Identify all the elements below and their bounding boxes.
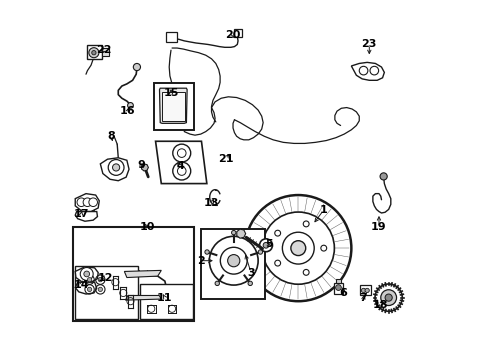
- Circle shape: [379, 173, 386, 180]
- Circle shape: [247, 281, 252, 285]
- Circle shape: [335, 285, 341, 291]
- Circle shape: [220, 247, 246, 274]
- Text: 23: 23: [361, 40, 376, 49]
- Circle shape: [127, 103, 133, 108]
- Polygon shape: [75, 282, 97, 294]
- Circle shape: [374, 284, 402, 311]
- Circle shape: [361, 288, 365, 293]
- Circle shape: [215, 281, 219, 285]
- Circle shape: [87, 287, 92, 292]
- Circle shape: [98, 287, 102, 292]
- Polygon shape: [100, 158, 129, 181]
- Text: 16: 16: [120, 106, 136, 116]
- Circle shape: [303, 269, 308, 275]
- Polygon shape: [102, 48, 109, 55]
- Circle shape: [303, 221, 308, 227]
- Circle shape: [92, 50, 96, 55]
- Text: 13: 13: [203, 198, 219, 208]
- Circle shape: [290, 241, 305, 256]
- Circle shape: [87, 278, 92, 282]
- Circle shape: [112, 164, 120, 171]
- Circle shape: [259, 239, 272, 252]
- Polygon shape: [75, 194, 99, 212]
- Circle shape: [108, 159, 124, 175]
- Circle shape: [320, 245, 326, 251]
- Text: 5: 5: [264, 239, 272, 249]
- Circle shape: [384, 294, 391, 301]
- Polygon shape: [125, 296, 161, 300]
- Text: 8: 8: [107, 131, 115, 141]
- Polygon shape: [333, 283, 342, 294]
- Text: 4: 4: [176, 161, 183, 171]
- Polygon shape: [159, 88, 187, 123]
- Polygon shape: [234, 30, 241, 37]
- Text: 6: 6: [339, 288, 346, 298]
- Text: 17: 17: [73, 209, 89, 219]
- Text: 2: 2: [197, 256, 204, 266]
- Circle shape: [263, 242, 268, 248]
- Bar: [73, 226, 194, 320]
- Bar: [154, 83, 193, 130]
- Circle shape: [364, 288, 368, 293]
- Text: 21: 21: [218, 154, 233, 164]
- Text: 3: 3: [246, 267, 254, 278]
- Text: 7: 7: [359, 293, 366, 303]
- Text: 18: 18: [371, 300, 387, 310]
- Bar: [201, 229, 265, 299]
- Text: 20: 20: [225, 30, 240, 40]
- Polygon shape: [236, 229, 245, 238]
- Polygon shape: [75, 267, 98, 282]
- Circle shape: [258, 250, 262, 254]
- Circle shape: [83, 271, 89, 277]
- Circle shape: [204, 250, 209, 254]
- Polygon shape: [165, 32, 177, 42]
- Text: 14: 14: [73, 280, 89, 290]
- Text: 19: 19: [370, 222, 386, 232]
- Polygon shape: [75, 212, 97, 221]
- Circle shape: [380, 290, 396, 306]
- Text: 10: 10: [139, 222, 154, 232]
- Circle shape: [89, 198, 97, 207]
- Polygon shape: [124, 270, 161, 278]
- Circle shape: [274, 260, 280, 266]
- Polygon shape: [359, 285, 370, 296]
- Circle shape: [227, 255, 239, 267]
- Circle shape: [209, 236, 258, 285]
- Circle shape: [274, 230, 280, 236]
- Text: 22: 22: [96, 45, 111, 55]
- Text: 1: 1: [319, 206, 326, 216]
- Circle shape: [369, 66, 378, 75]
- Bar: [140, 284, 192, 319]
- Circle shape: [77, 198, 85, 207]
- Circle shape: [83, 198, 92, 207]
- Text: 12: 12: [98, 273, 113, 283]
- Text: 11: 11: [157, 293, 172, 303]
- Polygon shape: [122, 275, 166, 297]
- Circle shape: [359, 66, 367, 75]
- Polygon shape: [142, 164, 148, 171]
- Circle shape: [231, 230, 235, 235]
- Circle shape: [133, 63, 140, 71]
- Bar: [75, 266, 138, 319]
- Circle shape: [80, 267, 93, 280]
- Polygon shape: [155, 141, 206, 184]
- Polygon shape: [351, 62, 384, 80]
- Circle shape: [98, 278, 102, 282]
- Bar: [162, 92, 184, 121]
- Polygon shape: [86, 45, 102, 59]
- Text: 15: 15: [163, 88, 178, 98]
- Polygon shape: [335, 279, 341, 283]
- Text: 9: 9: [137, 160, 145, 170]
- Circle shape: [89, 48, 99, 58]
